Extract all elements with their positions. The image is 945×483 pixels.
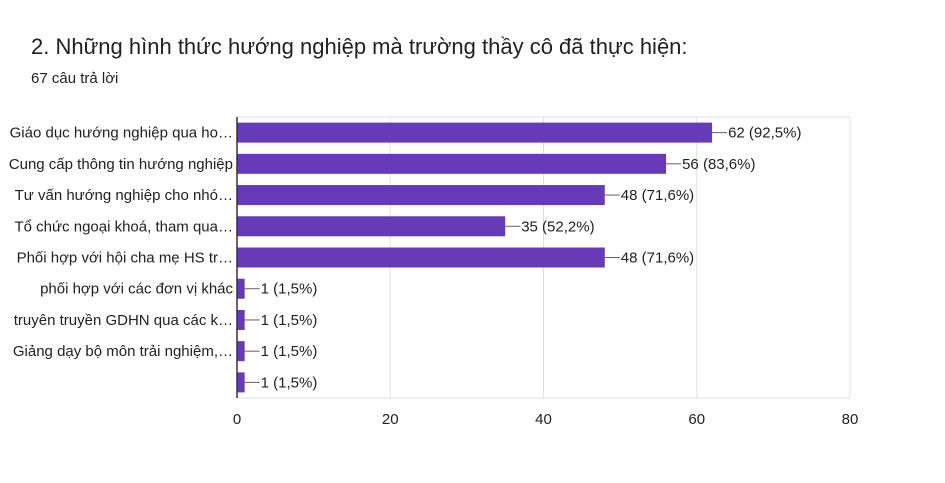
bar	[237, 122, 713, 143]
category-label: truyên truyền GDHN qua các k…	[14, 312, 233, 329]
data-label: 48 (71,6%)	[621, 187, 694, 204]
category-label: Tổ chức ngoại khoá, tham qua…	[15, 218, 234, 235]
data-label: 48 (71,6%)	[621, 250, 694, 267]
x-tick-label: 80	[842, 411, 859, 428]
bar	[237, 247, 605, 268]
data-label: 62 (92,5%)	[728, 125, 801, 142]
bar	[237, 216, 506, 237]
category-label: Phối hợp với hội cha mẹ HS tr…	[17, 250, 233, 267]
bar	[237, 278, 245, 299]
bar	[237, 309, 245, 330]
bar	[237, 372, 245, 393]
page-title: 2. Những hình thức hướng nghiệp mà trườn…	[31, 34, 688, 59]
x-tick-label: 20	[382, 411, 399, 428]
data-label: 1 (1,5%)	[261, 281, 318, 298]
data-label: 1 (1,5%)	[261, 374, 318, 391]
data-label: 1 (1,5%)	[261, 343, 318, 360]
category-label: Giảng dạy bộ môn trải nghiệm,…	[13, 343, 233, 360]
category-label: phối hợp với các đơn vị khác	[40, 281, 233, 298]
category-label: Cung cấp thông tin hướng nghiệp	[9, 156, 233, 173]
x-tick-label: 40	[535, 411, 552, 428]
data-label: 56 (83,6%)	[682, 156, 755, 173]
category-label: Tư vấn hướng nghiệp cho nhó…	[15, 187, 233, 204]
bar	[237, 341, 245, 362]
x-tick-label: 60	[688, 411, 705, 428]
bar	[237, 185, 605, 206]
x-tick-label: 0	[233, 411, 241, 428]
category-label: Giáo dục hướng nghiệp qua ho…	[10, 125, 233, 142]
bar	[237, 153, 667, 174]
response-count: 67 câu trả lời	[31, 70, 119, 87]
data-label: 1 (1,5%)	[261, 312, 318, 329]
data-label: 35 (52,2%)	[521, 218, 594, 235]
